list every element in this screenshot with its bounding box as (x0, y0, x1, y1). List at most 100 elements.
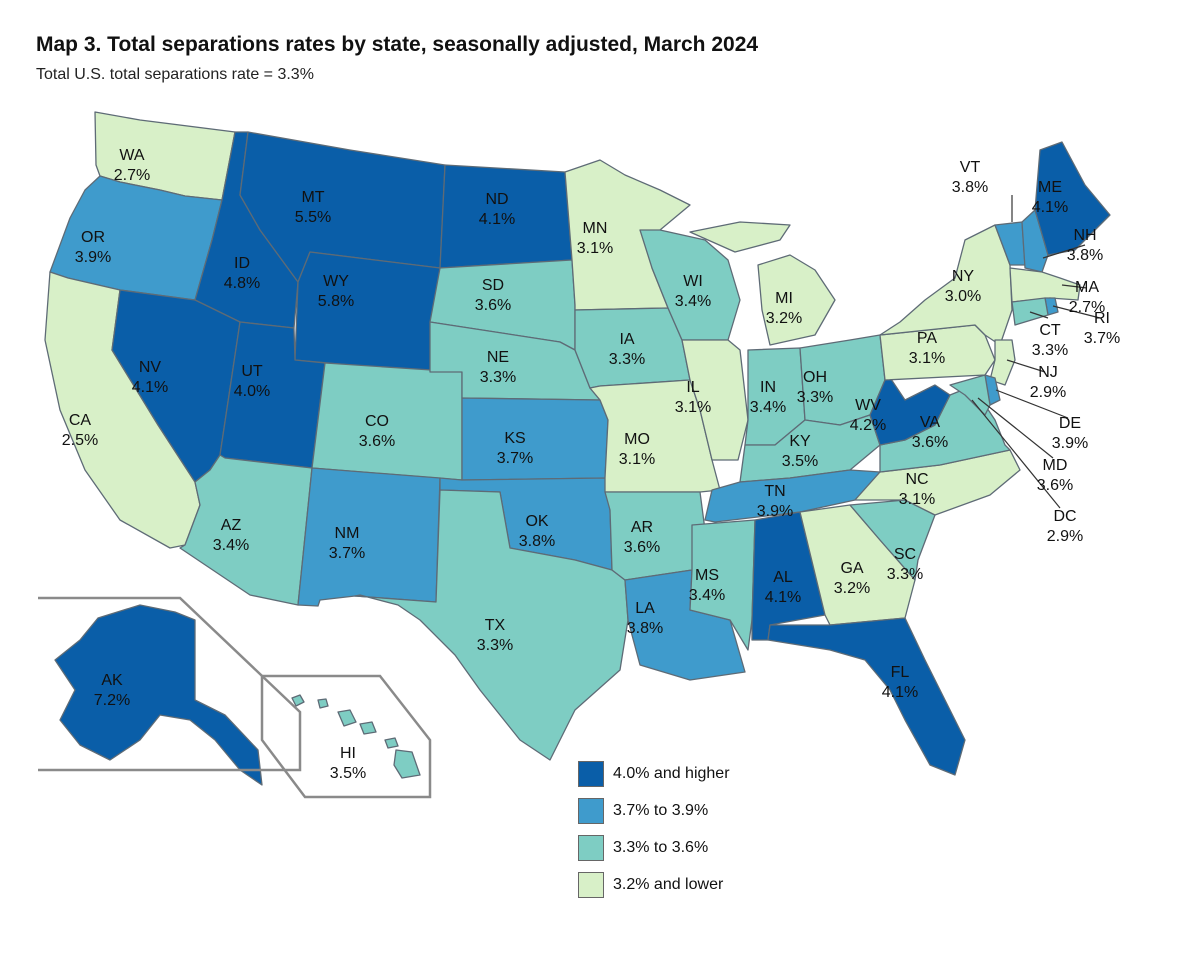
leader-line-nh (1042, 244, 1086, 259)
legend: 4.0% and higher 3.7% to 3.9% 3.3% to 3.6… (578, 757, 730, 905)
state-label-dc: DC (1053, 508, 1076, 525)
state-label-al: AL (773, 569, 793, 586)
state-md (949, 374, 991, 416)
state-rate-ne: 3.3% (480, 369, 516, 386)
legend-label: 3.2% and lower (613, 876, 724, 893)
state-rate-mt: 5.5% (295, 209, 331, 226)
state-rate-tx: 3.3% (477, 637, 513, 654)
state-rate-ky: 3.5% (782, 453, 818, 470)
state-rate-hi: 3.5% (330, 765, 366, 782)
state-rate-pa: 3.1% (909, 350, 945, 367)
state-label-fl: FL (891, 664, 910, 681)
state-label-ne: NE (487, 349, 509, 366)
legend-label: 4.0% and higher (613, 765, 730, 782)
state-label-oh: OH (803, 369, 827, 386)
state-label-ok: OK (525, 513, 548, 530)
state-rate-ma: 2.7% (1069, 299, 1105, 316)
state-rate-la: 3.8% (627, 620, 663, 637)
state-rate-ca: 2.5% (62, 432, 98, 449)
state-label-id: ID (234, 255, 250, 272)
state-rate-sc: 3.3% (887, 566, 923, 583)
state-label-me: ME (1038, 179, 1062, 196)
state-rate-mi: 3.2% (766, 310, 802, 327)
state-rate-nm: 3.7% (329, 545, 365, 562)
state-rate-dc: 2.9% (1047, 528, 1083, 545)
state-rate-or: 3.9% (75, 249, 111, 266)
state-ma (1009, 267, 1081, 303)
state-rate-ks: 3.7% (497, 450, 533, 467)
state-mo (589, 379, 721, 493)
state-rate-nc: 3.1% (899, 491, 935, 508)
map-title: Map 3. Total separations rates by state,… (36, 33, 759, 56)
state-label-ar: AR (631, 519, 653, 536)
state-rate-ny: 3.0% (945, 288, 981, 305)
state-label-ak: AK (101, 672, 123, 689)
state-label-nv: NV (139, 359, 162, 376)
state-rate-ia: 3.3% (609, 351, 645, 368)
state-rate-nj: 2.9% (1030, 384, 1066, 401)
state-rate-sd: 3.6% (475, 297, 511, 314)
state-nj (989, 339, 1016, 386)
state-label-md: MD (1043, 457, 1068, 474)
state-fl (767, 617, 966, 776)
state-label-ct: CT (1039, 322, 1061, 339)
state-hi (291, 694, 421, 779)
state-label-hi: HI (340, 745, 356, 762)
state-rate-id: 4.8% (224, 275, 260, 292)
state-rate-il: 3.1% (675, 399, 711, 416)
state-label-sc: SC (894, 546, 916, 563)
legend-label: 3.3% to 3.6% (613, 839, 709, 856)
state-label-il: IL (686, 379, 699, 396)
state-rate-ok: 3.8% (519, 533, 555, 550)
state-rate-tn: 3.9% (757, 503, 793, 520)
state-nm (297, 467, 441, 607)
state-ks (461, 397, 609, 481)
legend-item-high: 4.0% and higher (578, 757, 730, 791)
map-subtitle: Total U.S. total separations rate = 3.3% (36, 66, 314, 83)
state-rate-wa: 2.7% (114, 167, 150, 184)
legend-item-mid-low: 3.3% to 3.6% (578, 831, 730, 865)
state-rate-md: 3.6% (1037, 477, 1073, 494)
state-rate-nd: 4.1% (479, 211, 515, 228)
state-label-ks: KS (504, 430, 525, 447)
state-label-wy: WY (323, 273, 349, 290)
state-label-pa: PA (917, 330, 937, 347)
state-label-ms: MS (695, 567, 719, 584)
state-label-ri: RI (1094, 310, 1110, 327)
state-me (1034, 141, 1111, 256)
state-mi (689, 221, 836, 346)
state-label-ca: CA (69, 412, 92, 429)
state-rate-al: 4.1% (765, 589, 801, 606)
leader-line-nj (1006, 359, 1046, 373)
state-rate-ak: 7.2% (94, 692, 130, 709)
state-rate-wy: 5.8% (318, 293, 354, 310)
state-rate-ct: 3.3% (1032, 342, 1068, 359)
leader-line-dc (971, 399, 1061, 509)
state-rate-ut: 4.0% (234, 383, 270, 400)
state-rate-de: 3.9% (1052, 435, 1088, 452)
state-label-wi: WI (683, 273, 703, 290)
legend-swatch-low (578, 872, 604, 898)
state-label-va: VA (920, 414, 940, 431)
state-il (681, 339, 749, 461)
state-label-nm: NM (335, 525, 360, 542)
alaska-inset-border (38, 596, 302, 772)
leader-line-md (977, 397, 1054, 459)
state-label-ma: MA (1075, 279, 1099, 296)
state-rate-vt: 3.8% (952, 179, 988, 196)
state-rate-in: 3.4% (750, 399, 786, 416)
state-label-in: IN (760, 379, 776, 396)
state-rate-mo: 3.1% (619, 451, 655, 468)
state-nh (1021, 209, 1049, 273)
state-label-nd: ND (485, 191, 508, 208)
state-label-wv: WV (855, 397, 881, 414)
state-label-wa: WA (119, 147, 145, 164)
state-ny (879, 224, 1013, 346)
state-label-ut: UT (241, 363, 263, 380)
state-ct (1011, 297, 1049, 326)
hawaii-inset-border (260, 674, 432, 799)
state-label-sd: SD (482, 277, 504, 294)
state-rate-oh: 3.3% (797, 389, 833, 406)
state-rate-fl: 4.1% (882, 684, 918, 701)
legend-swatch-mid-low (578, 835, 604, 861)
